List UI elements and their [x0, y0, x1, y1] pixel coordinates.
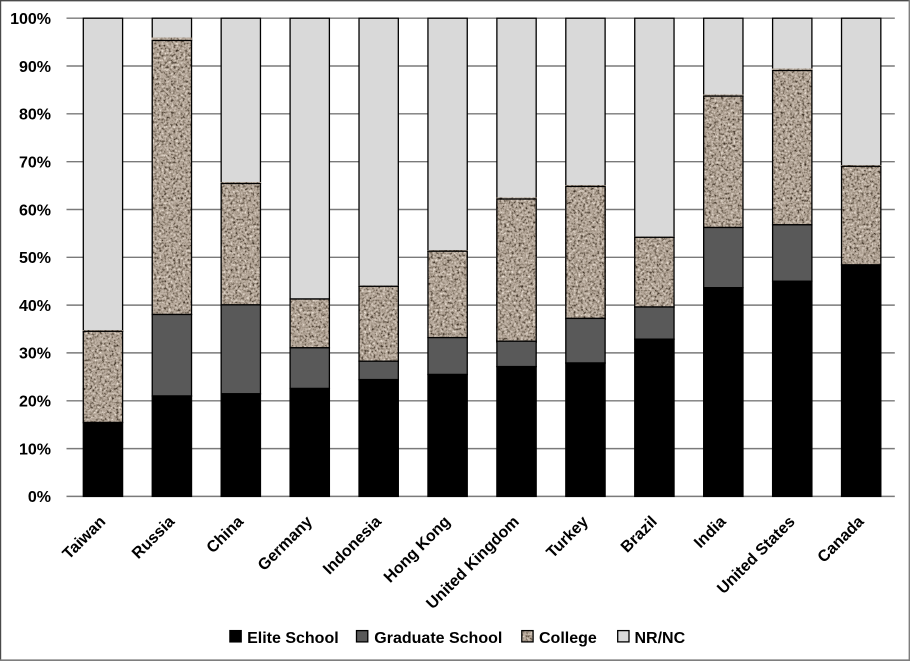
svg-text:NR/NC: NR/NC	[635, 630, 686, 647]
svg-text:60%: 60%	[19, 202, 51, 219]
svg-text:90%: 90%	[19, 59, 51, 76]
svg-text:30%: 30%	[19, 346, 51, 363]
svg-text:Graduate School: Graduate School	[374, 630, 502, 647]
svg-text:80%: 80%	[19, 107, 51, 124]
svg-text:70%: 70%	[19, 155, 51, 172]
svg-text:100%: 100%	[10, 11, 51, 28]
svg-text:50%: 50%	[19, 250, 51, 267]
svg-text:10%: 10%	[19, 441, 51, 458]
svg-text:College: College	[539, 630, 597, 647]
svg-text:0%: 0%	[28, 489, 51, 506]
svg-text:Elite School: Elite School	[247, 630, 339, 647]
svg-text:20%: 20%	[19, 394, 51, 411]
svg-text:40%: 40%	[19, 298, 51, 315]
